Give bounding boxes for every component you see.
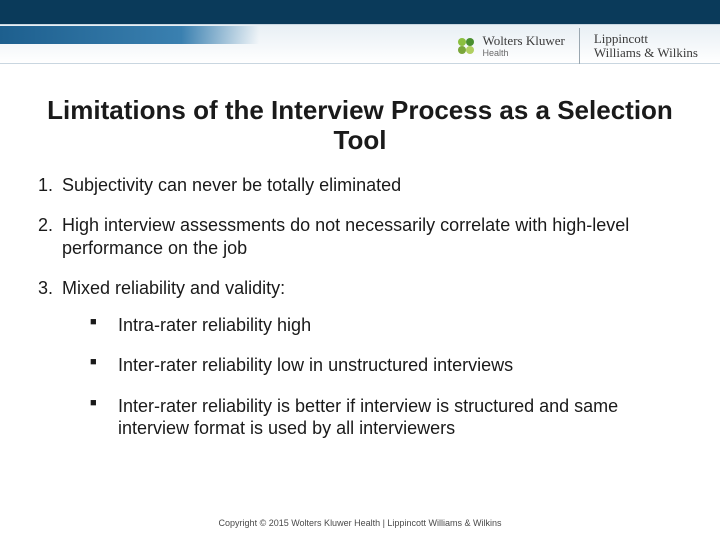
header-top-strip — [0, 0, 720, 24]
logo-group: Wolters Kluwer Health Lippincott William… — [456, 28, 698, 64]
list-item-text: Subjectivity can never be totally elimin… — [62, 175, 401, 195]
sub-list-item-text: Inter-rater reliability low in unstructu… — [118, 355, 513, 375]
list-item: High interview assessments do not necess… — [58, 214, 692, 259]
sub-list-item-text: Intra-rater reliability high — [118, 315, 311, 335]
sub-list-item: Inter-rater reliability low in unstructu… — [90, 354, 692, 377]
list-item: Subjectivity can never be totally elimin… — [58, 174, 692, 197]
wk-sub: Health — [482, 49, 564, 58]
wk-clover-icon — [456, 36, 476, 56]
header-accent — [0, 26, 259, 44]
copyright-footer: Copyright © 2015 Wolters Kluwer Health |… — [0, 518, 720, 528]
slide-title: Limitations of the Interview Process as … — [28, 96, 692, 156]
wk-text: Wolters Kluwer Health — [482, 34, 564, 58]
content: Limitations of the Interview Process as … — [28, 96, 692, 458]
lww-line1: Lippincott — [594, 32, 698, 46]
list-item-text: High interview assessments do not necess… — [62, 215, 629, 258]
wk-name: Wolters Kluwer — [482, 34, 564, 47]
sub-list-item: Inter-rater reliability is better if int… — [90, 395, 692, 440]
sub-list: Intra-rater reliability high Inter-rater… — [62, 314, 692, 440]
list-item: Mixed reliability and validity: Intra-ra… — [58, 277, 692, 440]
logo-divider — [579, 28, 580, 64]
sub-list-item: Intra-rater reliability high — [90, 314, 692, 337]
lww-logo: Lippincott Williams & Wilkins — [594, 32, 698, 59]
wolters-kluwer-logo: Wolters Kluwer Health — [456, 34, 564, 58]
sub-list-item-text: Inter-rater reliability is better if int… — [118, 396, 618, 439]
list-item-text: Mixed reliability and validity: — [62, 278, 285, 298]
numbered-list: Subjectivity can never be totally elimin… — [28, 174, 692, 440]
lww-line2: Williams & Wilkins — [594, 46, 698, 60]
slide: Wolters Kluwer Health Lippincott William… — [0, 0, 720, 540]
header: Wolters Kluwer Health Lippincott William… — [0, 0, 720, 88]
